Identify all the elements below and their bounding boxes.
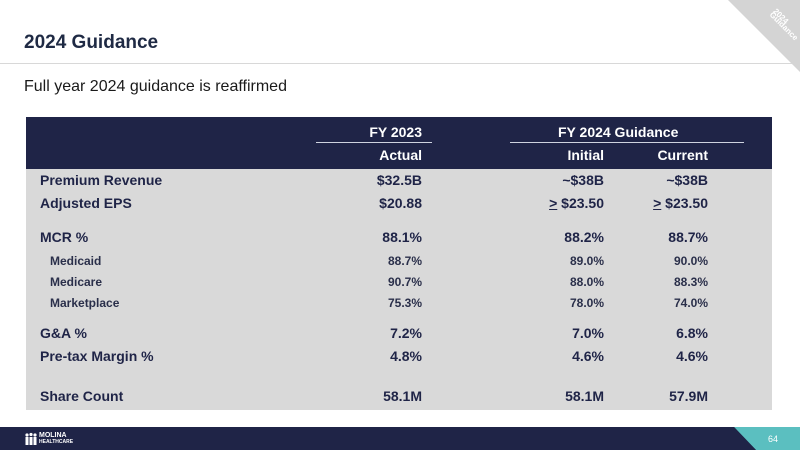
current-value: 88.7% [668, 229, 708, 245]
current-value: 57.9M [669, 388, 708, 404]
initial-value: 58.1M [565, 388, 604, 404]
initial-value: 89.0% [569, 254, 604, 268]
row-label: G&A % [40, 325, 87, 341]
initial-value: 7.0% [572, 325, 604, 341]
table-header: FY 2023 FY 2024 Guidance Actual Initial … [26, 117, 772, 169]
footer-corner-accent [734, 427, 800, 450]
title-divider [0, 63, 800, 64]
fy2023-value: 88.7% [387, 254, 422, 268]
corner-tag: 2024 Guidance [728, 0, 800, 72]
current-value: 90.0% [673, 254, 708, 268]
guidance-table: FY 2023 FY 2024 Guidance Actual Initial … [26, 117, 772, 410]
footer-bar [0, 427, 800, 450]
page-title: 2024 Guidance [24, 32, 159, 53]
current-value: 74.0% [673, 296, 708, 310]
row-label: Medicare [50, 275, 103, 289]
greater-equal-symbol: > [549, 195, 558, 211]
fy2023-value: 88.1% [382, 229, 422, 245]
logo-wordmark: MOLINA HEALTHCARE [39, 432, 73, 446]
fy2023-value: $20.88 [379, 195, 422, 211]
initial-value: ~$38B [562, 172, 604, 188]
initial-value: 4.6% [572, 348, 604, 364]
current-amount: $23.50 [661, 195, 708, 211]
header-fy2024-guidance: FY 2024 Guidance [558, 124, 679, 140]
fy2023-value: 4.8% [390, 348, 422, 364]
initial-value: 88.0% [569, 275, 604, 289]
row-label: Pre-tax Margin % [40, 348, 154, 364]
fy2023-value: 90.7% [387, 275, 422, 289]
current-value: 88.3% [673, 275, 708, 289]
header-initial: Initial [567, 147, 604, 163]
row-label: Share Count [40, 388, 124, 404]
current-value: 6.8% [676, 325, 708, 341]
row-label: Premium Revenue [40, 172, 163, 188]
row-label: Marketplace [50, 296, 120, 310]
row-label: Medicaid [50, 254, 102, 268]
header-actual: Actual [379, 147, 422, 163]
header-fy2023: FY 2023 [369, 124, 422, 140]
page-subtitle: Full year 2024 guidance is reaffirmed [24, 78, 287, 95]
initial-amount: $23.50 [557, 195, 604, 211]
current-value: > $23.50 [653, 195, 708, 211]
fy2023-value: $32.5B [376, 172, 422, 188]
initial-value: 78.0% [569, 296, 604, 310]
header-underline-fy2023 [316, 142, 432, 143]
row-label: Adjusted EPS [40, 195, 132, 211]
initial-value: 88.2% [564, 229, 604, 245]
logo-line-2: HEALTHCARE [39, 439, 74, 445]
molina-logo-icon [25, 432, 37, 445]
page-number: 64 [767, 434, 778, 444]
header-underline-fy2024 [510, 142, 744, 143]
current-value: 4.6% [676, 348, 708, 364]
fy2023-value: 58.1M [383, 388, 422, 404]
greater-equal-symbol: > [653, 195, 662, 211]
initial-value: > $23.50 [549, 195, 604, 211]
current-value: ~$38B [666, 172, 708, 188]
row-label: MCR % [40, 229, 89, 245]
fy2023-value: 7.2% [390, 325, 422, 341]
logo-line-1: MOLINA [39, 432, 67, 439]
header-current: Current [657, 147, 708, 163]
fy2023-value: 75.3% [387, 296, 422, 310]
